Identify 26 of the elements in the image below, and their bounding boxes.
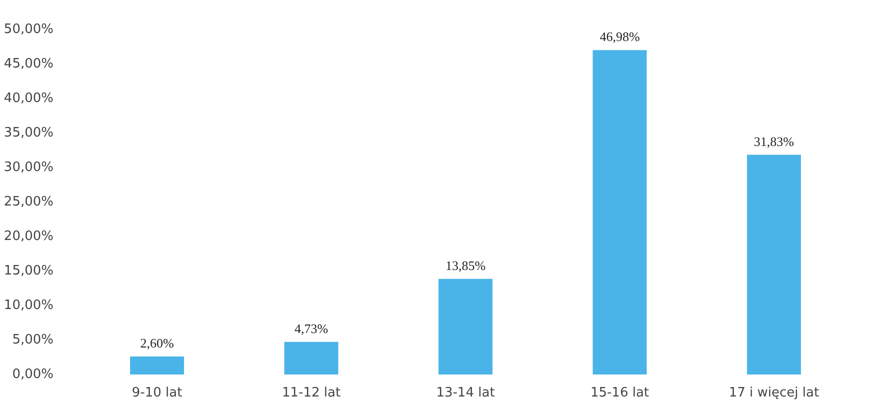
x-tick-label: 15-16 lat (590, 386, 650, 400)
bar (284, 342, 338, 374)
y-tick-label: 45,00% (4, 56, 54, 72)
y-tick-label: 0,00% (12, 367, 54, 382)
y-tick-label: 25,00% (4, 194, 54, 210)
x-tick-label: 11-12 lat (282, 386, 341, 400)
data-label: 31,83% (754, 134, 794, 149)
data-label: 13,85% (445, 258, 486, 273)
x-tick-label: 17 i więcej lat (728, 386, 820, 400)
x-tick-label: 9-10 lat (132, 386, 182, 400)
bar (130, 356, 184, 374)
y-tick-label: 35,00% (4, 125, 54, 140)
data-label: 2,60% (140, 336, 174, 351)
data-label: 46,98% (600, 29, 640, 44)
y-tick-label: 30,00% (4, 160, 54, 175)
bar (746, 154, 801, 374)
y-tick-label: 40,00% (4, 90, 54, 106)
y-tick-label: 50,00% (4, 22, 54, 37)
bar (592, 50, 647, 374)
x-tick-label: 13-14 lat (436, 386, 495, 400)
y-tick-label: 15,00% (4, 263, 54, 278)
y-tick-label: 10,00% (4, 298, 54, 313)
y-tick-label: 20,00% (4, 228, 54, 244)
y-tick-label: 5,00% (12, 332, 54, 348)
bar (438, 278, 492, 374)
data-label: 4,73% (294, 320, 328, 336)
